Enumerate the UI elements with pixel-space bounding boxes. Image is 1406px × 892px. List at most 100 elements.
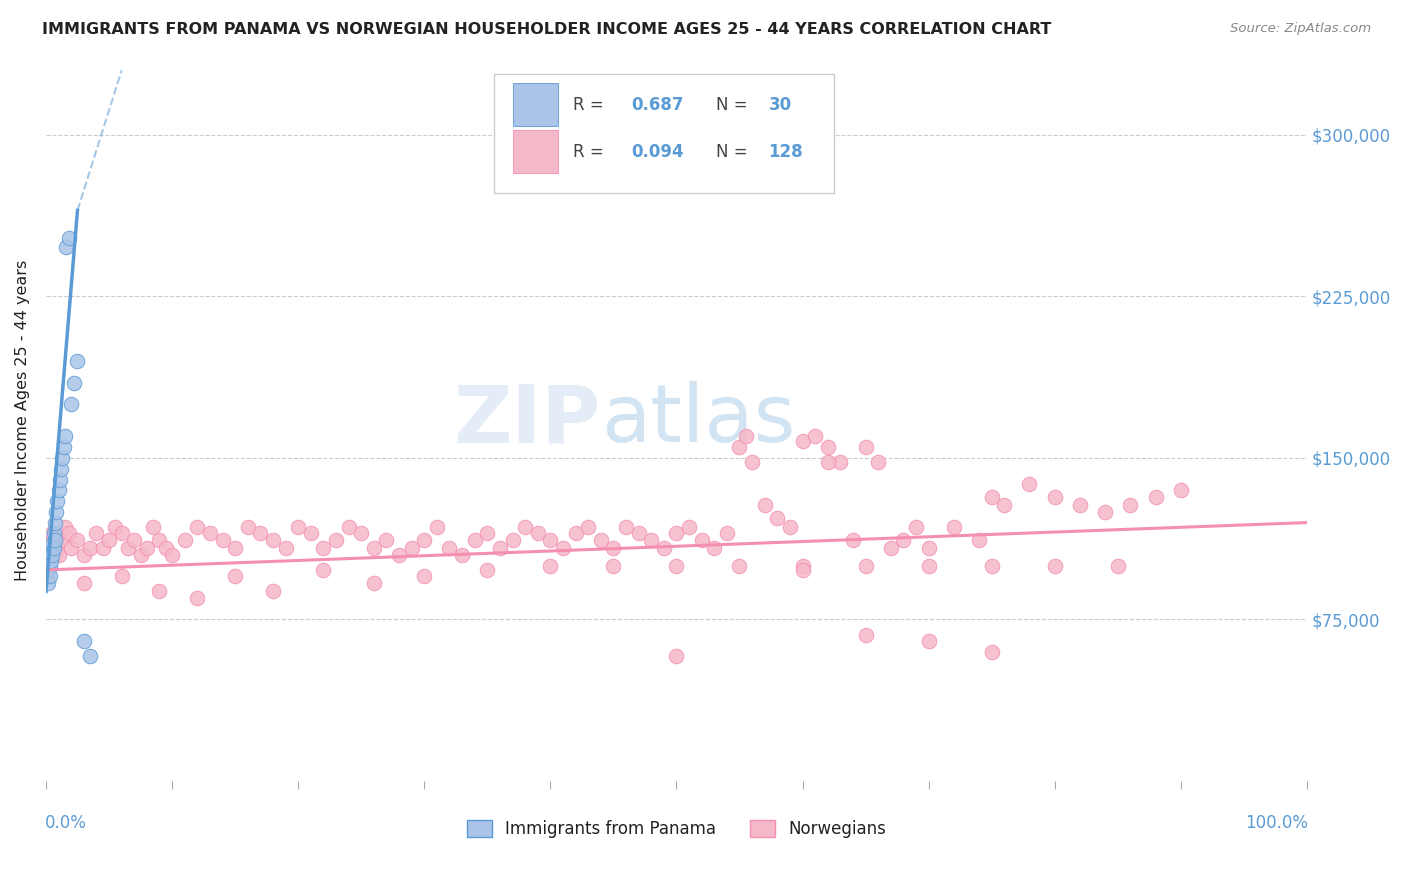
Point <box>73 548 96 562</box>
Point <box>44 533 66 547</box>
Point <box>401 541 423 556</box>
Point <box>49 533 72 547</box>
FancyBboxPatch shape <box>513 84 558 126</box>
Point <box>665 649 688 664</box>
Point <box>703 541 725 556</box>
Point <box>224 541 246 556</box>
Point <box>129 548 152 562</box>
Point <box>728 440 751 454</box>
Point <box>942 520 965 534</box>
Point <box>37 569 59 583</box>
Point <box>53 520 76 534</box>
Text: 0.687: 0.687 <box>631 95 683 113</box>
Point <box>48 548 70 562</box>
Point <box>39 541 62 556</box>
Point <box>37 575 59 590</box>
Point <box>741 455 763 469</box>
Point <box>142 520 165 534</box>
Point <box>148 533 170 547</box>
Point <box>868 455 890 469</box>
Point <box>135 541 157 556</box>
Point <box>627 526 650 541</box>
Point <box>792 563 814 577</box>
Text: ZIP: ZIP <box>454 381 600 459</box>
Point <box>38 558 60 573</box>
Point <box>44 516 66 530</box>
Point <box>52 440 75 454</box>
Point <box>160 548 183 562</box>
Point <box>513 520 536 534</box>
Point <box>817 440 839 454</box>
Point <box>538 558 561 573</box>
Text: R =: R = <box>574 143 609 161</box>
Point <box>451 548 474 562</box>
Point <box>49 461 72 475</box>
Point <box>640 533 662 547</box>
Point <box>86 526 108 541</box>
Point <box>363 541 385 556</box>
Point <box>236 520 259 534</box>
Point <box>526 526 548 541</box>
Point <box>602 558 624 573</box>
Point <box>1043 558 1066 573</box>
Point <box>830 455 852 469</box>
Point <box>564 526 586 541</box>
Point <box>426 520 449 534</box>
Point <box>734 429 756 443</box>
Legend: Immigrants from Panama, Norwegians: Immigrants from Panama, Norwegians <box>460 814 893 845</box>
Point <box>73 575 96 590</box>
Point <box>855 558 877 573</box>
Point <box>1144 490 1167 504</box>
Point <box>665 526 688 541</box>
Point <box>792 434 814 448</box>
Y-axis label: Householder Income Ages 25 - 44 years: Householder Income Ages 25 - 44 years <box>15 260 30 581</box>
Point <box>489 541 512 556</box>
Point <box>1018 476 1040 491</box>
Point <box>917 634 939 648</box>
Text: 30: 30 <box>769 95 792 113</box>
Point <box>274 541 297 556</box>
Point <box>45 533 67 547</box>
Point <box>46 494 69 508</box>
Point <box>980 490 1002 504</box>
Point <box>104 520 127 534</box>
Point <box>44 548 66 562</box>
Point <box>37 548 59 562</box>
Point <box>754 499 776 513</box>
Point <box>1069 499 1091 513</box>
Point <box>91 541 114 556</box>
FancyBboxPatch shape <box>513 130 558 173</box>
Point <box>66 354 89 368</box>
Point <box>37 558 59 573</box>
Point <box>58 231 80 245</box>
Point <box>41 548 63 562</box>
Point <box>38 548 60 562</box>
Text: 128: 128 <box>769 143 803 161</box>
Point <box>111 569 134 583</box>
Point <box>477 526 499 541</box>
Point <box>1094 505 1116 519</box>
Point <box>652 541 675 556</box>
Text: atlas: atlas <box>600 381 796 459</box>
Point <box>53 429 76 443</box>
Point <box>855 440 877 454</box>
Point <box>413 533 436 547</box>
Point <box>79 649 101 664</box>
Point <box>690 533 713 547</box>
Point <box>42 541 65 556</box>
Point <box>37 563 59 577</box>
Point <box>60 541 83 556</box>
Point <box>904 520 927 534</box>
Point <box>211 533 233 547</box>
Point <box>538 533 561 547</box>
Point <box>62 376 84 390</box>
Text: 0.094: 0.094 <box>631 143 683 161</box>
Point <box>1043 490 1066 504</box>
Point <box>980 645 1002 659</box>
Point <box>855 627 877 641</box>
Point <box>55 240 77 254</box>
Point <box>375 533 398 547</box>
Point <box>39 554 62 568</box>
Point <box>980 558 1002 573</box>
Text: N =: N = <box>716 143 752 161</box>
